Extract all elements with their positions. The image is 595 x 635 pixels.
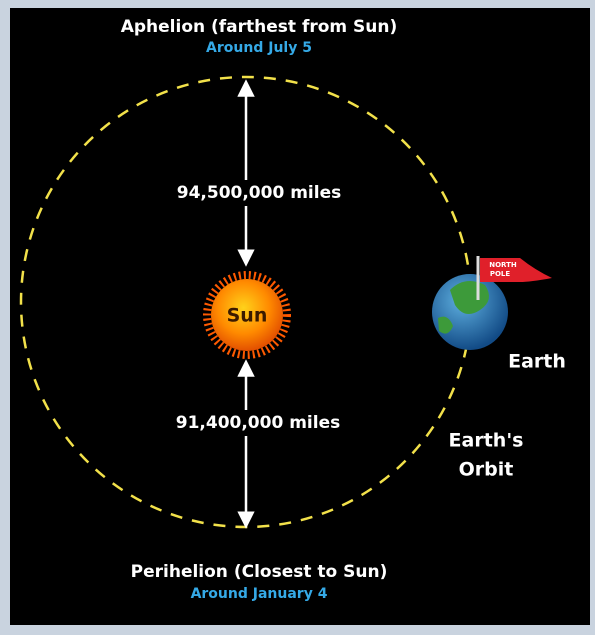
- perihelion-title: Perihelion (Closest to Sun): [131, 562, 388, 582]
- flag: [480, 258, 552, 282]
- sun-rays: [203, 271, 291, 359]
- perihelion-distance: 91,400,000 miles: [176, 413, 340, 433]
- sun-label: Sun: [227, 305, 268, 327]
- perihelion-date: Around January 4: [191, 586, 328, 602]
- land: [438, 316, 453, 334]
- aphelion-distance: 94,500,000 miles: [177, 183, 341, 203]
- earth-label: Earth: [508, 351, 566, 373]
- flag-text: NORTH: [489, 261, 517, 269]
- aphelion-date: Around July 5: [206, 40, 312, 56]
- label-bg: [160, 410, 332, 436]
- flag-text: POLE: [490, 270, 511, 278]
- sun: [211, 279, 283, 351]
- aphelion-title: Aphelion (farthest from Sun): [121, 17, 398, 37]
- label-bg: [160, 180, 332, 206]
- orbit-label: Orbit: [459, 459, 514, 481]
- orbit-label: Earth's: [449, 430, 524, 452]
